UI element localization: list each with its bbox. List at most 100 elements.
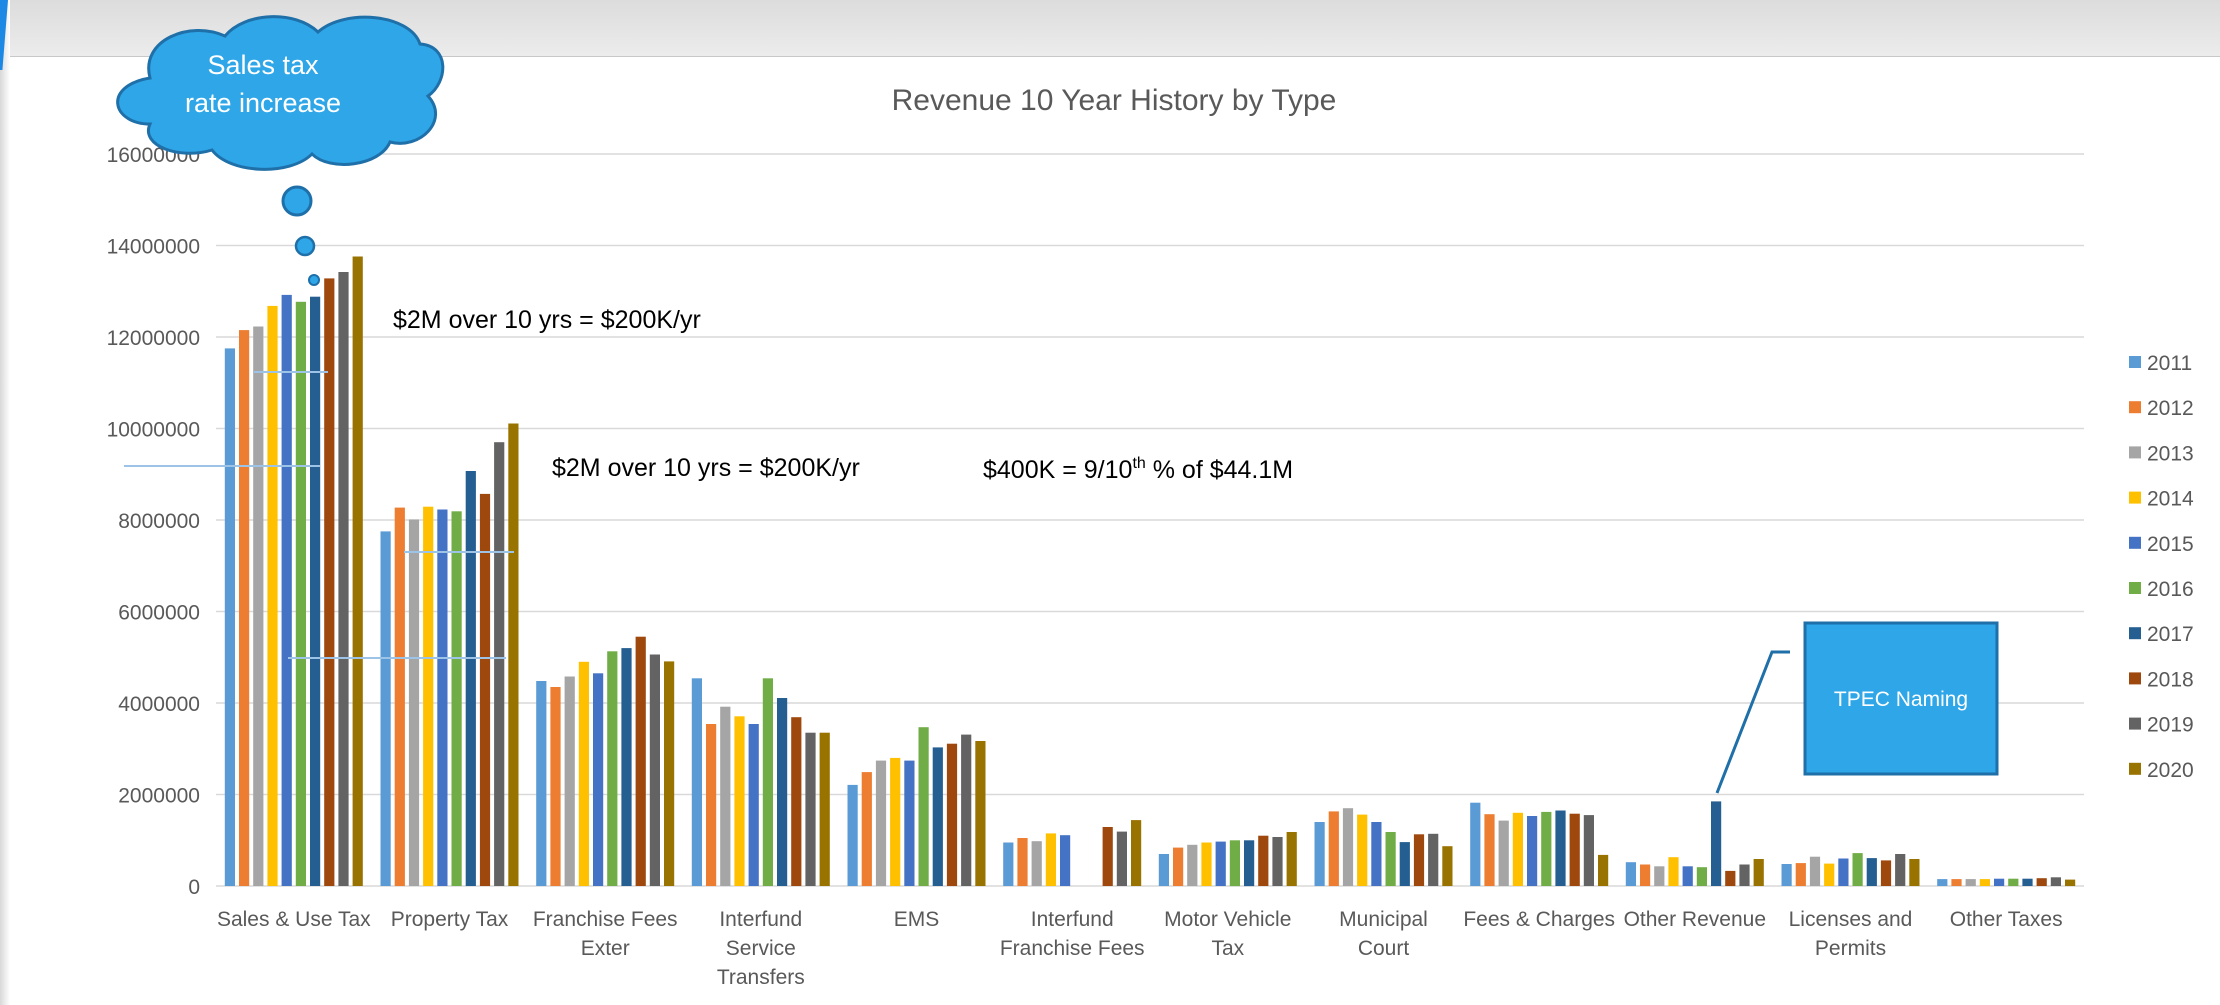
x-category-label: Transfers xyxy=(717,966,805,989)
bar-2014-cat-11 xyxy=(1979,879,1990,886)
bar-2011-cat-4 xyxy=(847,784,858,886)
bar-2012-cat-10 xyxy=(1795,863,1806,886)
bar-2020-cat-8 xyxy=(1598,854,1609,886)
bar-2014-cat-1 xyxy=(423,506,434,886)
bar-2013-cat-0 xyxy=(253,326,264,886)
bar-2011-cat-6 xyxy=(1158,854,1169,886)
bar-2011-cat-5 xyxy=(1003,842,1014,886)
bar-2011-cat-8 xyxy=(1470,802,1481,886)
bar-2014-cat-7 xyxy=(1357,814,1368,886)
bar-2013-cat-1 xyxy=(408,519,420,886)
tpec-callout-leader xyxy=(1715,650,1790,794)
bar-2013-cat-2 xyxy=(564,676,575,886)
bar-2015-cat-0 xyxy=(281,294,292,886)
bar-2012-cat-1 xyxy=(394,507,405,886)
bar-2017-cat-11 xyxy=(2022,878,2033,886)
x-category-label: Other Taxes xyxy=(1950,908,2063,931)
bar-2012-cat-7 xyxy=(1328,811,1339,886)
bar-2014-cat-5 xyxy=(1045,833,1056,886)
bar-2018-cat-11 xyxy=(2036,878,2047,886)
bar-2012-cat-2 xyxy=(550,687,561,886)
chart-title: Revenue 10 Year History by Type xyxy=(892,84,1337,117)
bar-2020-cat-5 xyxy=(1131,820,1142,886)
guide-lines xyxy=(124,371,514,659)
tpec-callout-label: TPEC Naming xyxy=(1834,688,1968,711)
bar-2016-cat-7 xyxy=(1385,832,1396,886)
bar-2014-cat-0 xyxy=(267,305,278,886)
bar-2020-cat-3 xyxy=(819,732,830,886)
bar-2012-cat-8 xyxy=(1484,814,1495,886)
legend-label-2012: 2012 xyxy=(2147,397,2194,420)
legend-label-2011: 2011 xyxy=(2147,352,2192,375)
legend-label-2016: 2016 xyxy=(2147,578,2194,601)
bar-2020-cat-2 xyxy=(664,661,675,886)
bar-2011-cat-1 xyxy=(380,531,391,886)
thought-bubble-cloud xyxy=(116,15,445,171)
bar-2019-cat-10 xyxy=(1895,854,1906,886)
bar-2012-cat-6 xyxy=(1173,847,1184,886)
x-category-label: Sales & Use Tax xyxy=(217,908,371,931)
bar-2019-cat-9 xyxy=(1739,864,1750,886)
bar-2015-cat-3 xyxy=(748,724,759,886)
bubble-line-2: rate increase xyxy=(185,88,341,118)
bar-2020-cat-6 xyxy=(1286,832,1297,886)
bar-2018-cat-4 xyxy=(946,743,958,886)
bar-2015-cat-9 xyxy=(1682,866,1693,886)
x-axis-labels: Sales & Use Tax Property Tax Franchise Fee… xyxy=(217,908,2063,989)
annotation-total-share-main: $400K = 9/10 xyxy=(983,456,1132,484)
bar-2020-cat-0 xyxy=(352,256,363,886)
y-tick-label: 12000000 xyxy=(107,327,200,350)
bar-2016-cat-1 xyxy=(451,511,462,886)
bar-2018-cat-7 xyxy=(1413,834,1425,886)
bar-2012-cat-5 xyxy=(1017,838,1028,886)
bar-2016-cat-11 xyxy=(2008,878,2019,886)
bar-2019-cat-6 xyxy=(1272,837,1283,886)
bar-2016-cat-6 xyxy=(1229,840,1240,887)
bar-2011-cat-7 xyxy=(1314,822,1325,886)
bar-2014-cat-9 xyxy=(1668,857,1679,886)
bar-2015-cat-6 xyxy=(1215,841,1226,886)
thought-bubble: Sales tax rate increase xyxy=(116,15,445,286)
bar-2014-cat-4 xyxy=(890,757,901,886)
annotation-sales-tax-growth: $2M over 10 yrs = $200K/yr xyxy=(393,306,701,334)
x-category-label: EMS xyxy=(894,908,940,931)
bar-2011-cat-0 xyxy=(224,348,235,886)
thought-dot-small xyxy=(308,274,320,286)
bar-2013-cat-4 xyxy=(875,760,887,886)
bar-2012-cat-9 xyxy=(1640,864,1651,886)
x-category-label: Municipal xyxy=(1339,908,1428,931)
bar-2013-cat-7 xyxy=(1342,808,1354,886)
legend-swatch-2017 xyxy=(2129,627,2141,640)
bar-2016-cat-3 xyxy=(762,678,773,886)
tpec-callout: TPEC Naming xyxy=(1715,621,1999,794)
x-category-label: Interfund xyxy=(719,908,802,931)
bar-2016-cat-8 xyxy=(1541,811,1552,886)
bar-2018-cat-1 xyxy=(479,493,491,886)
legend: 2011 2012 2013 2014 2015 2016 2017 2018 2019 2020 xyxy=(2129,352,2194,782)
bar-2014-cat-2 xyxy=(578,661,589,886)
bar-2012-cat-0 xyxy=(239,330,250,887)
bar-2013-cat-8 xyxy=(1498,820,1509,886)
bar-2019-cat-0 xyxy=(338,272,349,886)
annotation-property-tax-growth: $2M over 10 yrs = $200K/yr xyxy=(552,454,860,482)
x-category-label: Franchise Fees xyxy=(1000,937,1145,960)
y-tick-label: 10000000 xyxy=(107,419,200,442)
bar-2019-cat-5 xyxy=(1116,831,1127,886)
y-tick-label: 6000000 xyxy=(118,602,200,625)
x-category-label: Franchise Fees xyxy=(533,908,678,931)
y-tick-label: 0 xyxy=(188,876,200,899)
bar-2017-cat-0 xyxy=(310,296,321,886)
legend-swatch-2020 xyxy=(2129,762,2141,775)
thought-dot-large xyxy=(281,185,313,217)
bar-marks xyxy=(224,256,2076,887)
bar-2015-cat-10 xyxy=(1838,858,1849,886)
bar-2018-cat-6 xyxy=(1258,835,1269,886)
gridlines xyxy=(216,153,2084,887)
legend-label-2014: 2014 xyxy=(2147,488,2194,511)
bar-2017-cat-10 xyxy=(1866,858,1877,886)
bar-2016-cat-4 xyxy=(918,727,929,886)
x-category-label: Tax xyxy=(1211,937,1244,960)
bar-2013-cat-5 xyxy=(1031,841,1042,886)
bar-2020-cat-4 xyxy=(975,741,986,886)
x-category-label: Licenses and xyxy=(1789,908,1913,931)
